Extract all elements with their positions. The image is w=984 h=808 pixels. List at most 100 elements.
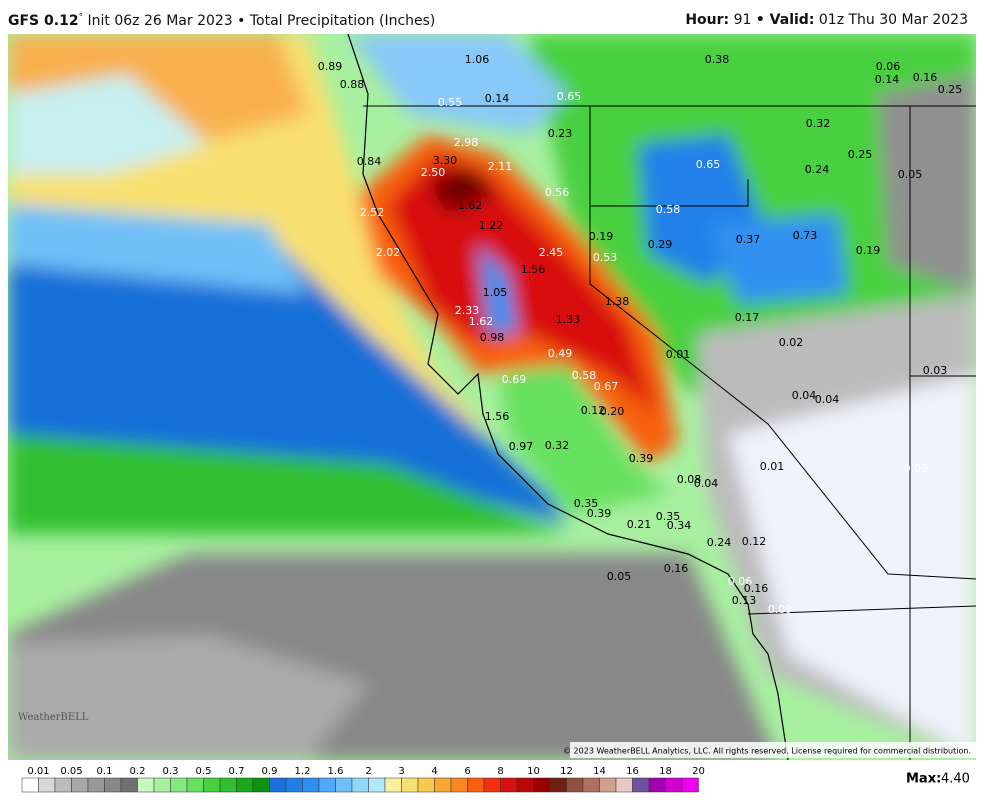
precip-label: 0.03 <box>923 364 948 377</box>
color-swatch <box>599 777 617 793</box>
precip-label: 0.16 <box>664 562 689 575</box>
precip-label: 0.14 <box>485 92 510 105</box>
precip-label: 2.11 <box>488 160 513 173</box>
legend: 0.01 0.05 0.1 0.2 0.3 0.5 0.7 0.9 1.2 1.6 2 3 4 6 8 10 1… <box>21 766 970 793</box>
legend-tick: 0.9 <box>262 766 278 777</box>
valid-time: 01z Thu 30 Mar 2023 <box>818 12 968 28</box>
precip-label: 1.62 <box>458 199 483 212</box>
precip-label: 0.16 <box>744 582 769 595</box>
color-swatch <box>318 777 336 793</box>
color-swatch <box>203 777 221 793</box>
color-swatch <box>615 777 633 793</box>
map: WeatherBELL © 2023 WeatherBELL Analytics… <box>8 34 976 760</box>
precip-label: 2.02 <box>376 246 401 259</box>
color-swatch <box>632 777 650 793</box>
legend-tick: 16 <box>626 766 639 777</box>
precip-label: 2.50 <box>421 166 446 179</box>
color-swatch <box>648 777 666 793</box>
precip-label: 0.14 <box>875 73 900 86</box>
color-swatch <box>516 777 534 793</box>
precip-label: 0.34 <box>667 519 692 532</box>
color-swatch <box>384 777 402 793</box>
precip-label: 0.19 <box>589 230 614 243</box>
color-swatch <box>533 777 551 793</box>
precip-label: 2.33 <box>455 304 480 317</box>
precip-label: 0.49 <box>548 347 573 360</box>
precip-label: 0.20 <box>600 405 625 418</box>
precip-label: 0.02 <box>779 336 804 349</box>
legend-tick: 12 <box>560 766 573 777</box>
precip-label: 0.35 <box>574 497 599 510</box>
precip-label: 1.56 <box>521 263 546 276</box>
degree: ° <box>78 12 84 22</box>
color-swatch <box>87 777 105 793</box>
max-label: Max: <box>906 772 941 787</box>
color-swatch <box>368 777 386 793</box>
color-swatch <box>104 777 122 793</box>
color-swatch <box>467 777 485 793</box>
precip-label: 0.05 <box>607 570 632 583</box>
color-swatch <box>120 777 138 793</box>
color-swatch <box>153 777 171 793</box>
precip-label: 0.84 <box>357 155 382 168</box>
precip-label: 0.24 <box>707 536 732 549</box>
color-swatch <box>219 777 237 793</box>
precip-label: 0.53 <box>593 251 618 264</box>
color-swatch <box>351 777 369 793</box>
color-swatch <box>681 777 699 793</box>
precip-label: 0.89 <box>318 60 343 73</box>
precip-label: 0.56 <box>545 186 570 199</box>
legend-tick: 0.1 <box>97 766 113 777</box>
legend-tick: 10 <box>527 766 540 777</box>
legend-tick: 0.05 <box>60 766 82 777</box>
hour: 91 <box>733 12 752 28</box>
legend-tick: 4 <box>431 766 437 777</box>
precip-label: 0.67 <box>594 380 619 393</box>
precip-label: 0.32 <box>806 117 831 130</box>
legend-tick: 20 <box>692 766 705 777</box>
precip-label: 0.09 <box>904 462 929 475</box>
legend-tick: 0.3 <box>163 766 179 777</box>
precip-label: 0.73 <box>793 229 818 242</box>
precip-label: 0.08 <box>677 473 702 486</box>
logo: WeatherBELL <box>18 712 89 723</box>
precip-label: 0.04 <box>694 477 719 490</box>
header: GFS 0.12° Init 06z 26 Mar 2023 • Total P… <box>8 12 968 29</box>
precip-label: 0.58 <box>656 203 681 216</box>
color-swatch <box>483 777 501 793</box>
precip-label: 0.65 <box>696 158 721 171</box>
precip-label: 0.55 <box>438 96 463 109</box>
legend-tick: 6 <box>464 766 470 777</box>
precip-label: 0.69 <box>502 373 527 386</box>
color-swatch <box>434 777 452 793</box>
color-swatch <box>401 777 419 793</box>
precip-label: 1.38 <box>605 295 630 308</box>
precip-label: 2.98 <box>454 136 479 149</box>
color-swatch <box>137 777 155 793</box>
precip-label: 0.38 <box>705 53 730 66</box>
precip-label: 0.98 <box>480 331 505 344</box>
copyright: © 2023 WeatherBELL Analytics, LLC. All r… <box>563 747 971 756</box>
color-swatch <box>566 777 584 793</box>
precip-label: 0.32 <box>545 439 570 452</box>
color-swatch <box>252 777 270 793</box>
precip-label: 2.52 <box>360 206 385 219</box>
precip-label: 0.16 <box>913 71 938 84</box>
color-swatch <box>170 777 188 793</box>
legend-tick: 1.2 <box>295 766 311 777</box>
precip-label: 0.24 <box>805 163 830 176</box>
precip-label: 0.12 <box>742 535 767 548</box>
color-swatch <box>665 777 683 793</box>
precip-label: 0.09 <box>768 603 793 616</box>
hour-label: Hour: <box>685 12 730 28</box>
precip-label: 1.06 <box>465 53 490 66</box>
legend-tick: 0.7 <box>229 766 245 777</box>
color-swatch <box>285 777 303 793</box>
precip-label: 0.65 <box>557 90 582 103</box>
color-swatch <box>71 777 89 793</box>
legend-tick: 8 <box>497 766 503 777</box>
precip-label: 0.35 <box>656 510 681 523</box>
color-swatch <box>236 777 254 793</box>
color-swatch <box>500 777 518 793</box>
